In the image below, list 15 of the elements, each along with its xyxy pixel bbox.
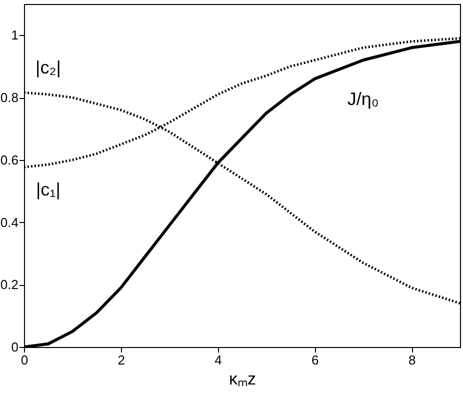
x-tick-label: 8 bbox=[408, 352, 416, 368]
x-tick-label: 6 bbox=[312, 352, 319, 368]
y-tick-label: 0 bbox=[11, 340, 18, 354]
x-tick-label: 0 bbox=[20, 352, 28, 368]
series-label: J/η₀ bbox=[347, 89, 379, 110]
series-label: |c₂| bbox=[36, 57, 61, 78]
x-axis-title: κₘz bbox=[229, 370, 256, 388]
series-label: |c₁| bbox=[36, 180, 60, 200]
x-tick-label: 2 bbox=[118, 352, 126, 368]
y-tick-label: 0.2 bbox=[0, 277, 18, 292]
y-tick-label: 0.8 bbox=[0, 90, 18, 106]
y-tick-label: 1 bbox=[11, 28, 18, 43]
x-tick-label: 4 bbox=[214, 352, 222, 368]
y-tick-label: 0.4 bbox=[0, 214, 18, 230]
y-tick-label: 0.6 bbox=[0, 152, 18, 168]
